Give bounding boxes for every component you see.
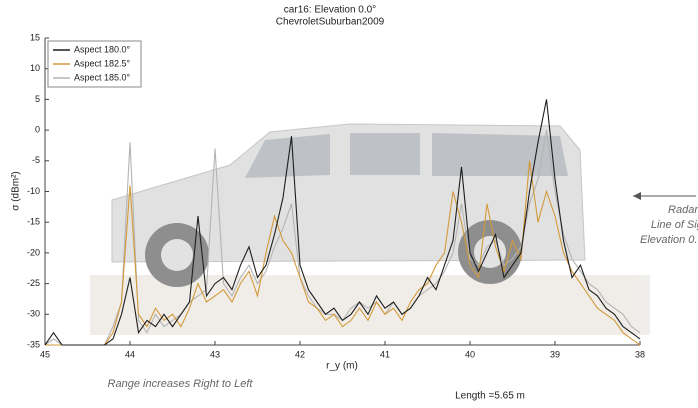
arrow-head <box>633 192 641 200</box>
chart-subtitle: ChevroletSuburban2009 <box>276 17 385 28</box>
y-tick-label: 5 <box>35 94 40 104</box>
x-tick-label: 39 <box>550 349 560 359</box>
y-tick-label: -30 <box>27 309 40 319</box>
x-tick-label: 41 <box>380 349 390 359</box>
y-tick-label: -15 <box>27 217 40 227</box>
y-tick-label: -25 <box>27 278 40 288</box>
y-tick-label: 0 <box>35 124 40 134</box>
y-tick-label: -20 <box>27 247 40 257</box>
car-photo <box>90 123 650 335</box>
legend: Aspect 180.0° Aspect 182.5° Aspect 185.0° <box>47 40 142 88</box>
x-tick-label: 38 <box>635 349 645 359</box>
x-tick-label: 42 <box>295 349 305 359</box>
y-tick-label: -5 <box>32 155 40 165</box>
y-tick-label: -10 <box>27 186 40 196</box>
y-tick-label: 15 <box>30 32 40 42</box>
annotation: Length =5.65 m <box>455 391 525 402</box>
series-line <box>44 99 641 346</box>
legend-label: Aspect 185.0° <box>74 72 131 82</box>
hub <box>161 239 193 271</box>
x-tick-label: 44 <box>125 349 135 359</box>
x-tick-label: 40 <box>465 349 475 359</box>
y-tick-label: 10 <box>30 63 40 73</box>
y-tick-label: -35 <box>27 339 40 349</box>
x-tick-label: 45 <box>40 349 50 359</box>
series-line <box>45 160 641 346</box>
annotation: Range increases Right to Left <box>108 378 254 390</box>
annotation: Line of Sight <box>651 219 698 231</box>
x-axis-label: r_y (m) <box>326 361 358 372</box>
car-windows <box>245 133 568 178</box>
chart-title: car16: Elevation 0.0° <box>284 5 376 16</box>
y-axis-label: σ (dBm²) <box>11 171 22 211</box>
annotation: Elevation 0.0° <box>640 234 698 246</box>
x-tick-label: 43 <box>210 349 220 359</box>
legend-label: Aspect 182.5° <box>74 58 131 68</box>
annotation: Radar <box>668 204 698 216</box>
legend-label: Aspect 180.0° <box>74 44 131 54</box>
